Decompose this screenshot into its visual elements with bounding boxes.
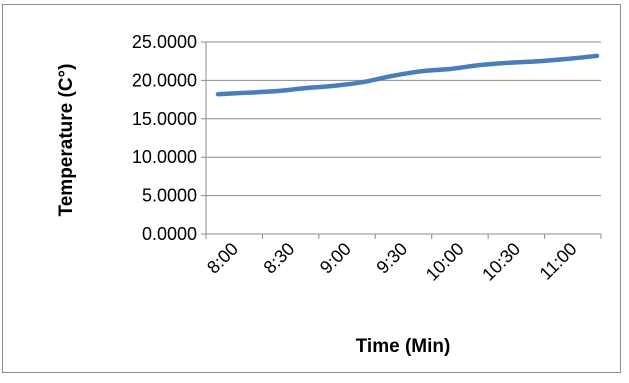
x-tick-label: 11:00 bbox=[536, 239, 581, 284]
chart-frame bbox=[2, 4, 621, 373]
y-tick-label: 20.0000 bbox=[132, 70, 197, 90]
series-line bbox=[215, 53, 600, 97]
y-axis: 0.0000 5.0000 10.0000 15.0000 20.0000 25.0000 bbox=[132, 32, 207, 244]
x-axis-title: Time (Min) bbox=[356, 336, 451, 357]
x-tick-label: 9:00 bbox=[316, 239, 355, 278]
y-tick-label: 25.0000 bbox=[132, 32, 197, 52]
x-axis: 8:00 8:30 9:00 9:30 10:00 10:30 11:00 bbox=[203, 233, 602, 285]
series-layer bbox=[215, 53, 600, 97]
y-axis-title: Temperature (C°) bbox=[56, 64, 77, 217]
y-tick-label: 15.0000 bbox=[132, 109, 197, 129]
x-tick-label: 10:00 bbox=[422, 239, 468, 285]
gridlines bbox=[206, 41, 601, 197]
x-tick-label: 9:30 bbox=[372, 239, 411, 278]
x-tick-label: 8:30 bbox=[260, 239, 299, 278]
y-tick-label: 0.0000 bbox=[142, 224, 197, 244]
x-tick-label: 10:30 bbox=[478, 239, 524, 285]
y-tick-label: 5.0000 bbox=[142, 186, 197, 206]
x-tick-label: 8:00 bbox=[203, 239, 242, 278]
y-tick-label: 10.0000 bbox=[132, 147, 197, 167]
